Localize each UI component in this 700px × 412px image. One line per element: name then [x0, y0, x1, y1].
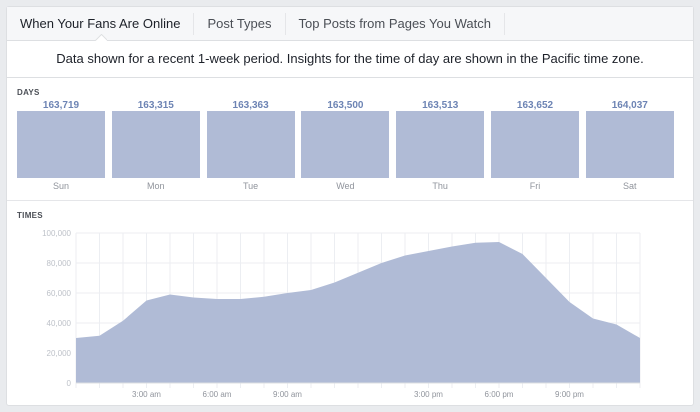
- day-wed[interactable]: 163,500 Wed: [301, 100, 390, 191]
- day-bar[interactable]: [396, 111, 485, 178]
- day-value: 163,513: [422, 100, 459, 111]
- day-bar[interactable]: [585, 111, 674, 178]
- day-label: Mon: [147, 181, 165, 191]
- day-label: Sat: [623, 181, 637, 191]
- x-tick-label: 6:00 am: [203, 390, 232, 399]
- fans-online-card: When Your Fans Are Online Post Types Top…: [6, 6, 694, 406]
- day-label: Wed: [336, 181, 355, 191]
- times-title: TIMES: [17, 211, 43, 220]
- day-tue[interactable]: 163,363 Tue: [206, 100, 295, 191]
- days-title: DAYS: [17, 88, 40, 97]
- day-bar[interactable]: [111, 111, 200, 178]
- y-tick-label: 20,000: [47, 349, 72, 358]
- active-tab-caret: [95, 34, 107, 41]
- x-tick-label: 9:00 pm: [555, 390, 584, 399]
- y-tick-label: 100,000: [42, 229, 71, 238]
- x-tick-label: 3:00 am: [132, 390, 161, 399]
- y-tick-label: 0: [67, 379, 72, 388]
- tab-bar: When Your Fans Are Online Post Types Top…: [7, 7, 693, 41]
- day-value: 163,719: [42, 100, 80, 111]
- y-tick-label: 80,000: [47, 259, 72, 268]
- day-label: Thu: [432, 181, 448, 191]
- tab-top-posts[interactable]: Top Posts from Pages You Watch: [286, 12, 505, 35]
- area-series: [76, 242, 640, 383]
- day-label: Fri: [529, 181, 541, 191]
- info-text: Data shown for a recent 1-week period. I…: [7, 41, 693, 78]
- day-bar[interactable]: [491, 111, 579, 178]
- times-section: TIMES 0 20,000 40,000 60,000 80,000 100,000 3:…: [7, 201, 693, 401]
- day-sun[interactable]: 163,719 Sun: [17, 100, 105, 191]
- day-bar[interactable]: [301, 111, 390, 178]
- day-bar[interactable]: [17, 111, 105, 178]
- x-tick-label: 3:00 pm: [414, 390, 443, 399]
- day-mon[interactable]: 163,315 Mon: [111, 100, 200, 191]
- day-sat[interactable]: 164,037 Sat: [585, 100, 674, 191]
- y-tick-label: 40,000: [47, 319, 72, 328]
- day-value: 163,500: [327, 100, 364, 111]
- tab-when-fans-online[interactable]: When Your Fans Are Online: [7, 12, 195, 35]
- x-tick-label: 6:00 pm: [485, 390, 514, 399]
- day-thu[interactable]: 163,513 Thu: [396, 100, 485, 191]
- day-fri[interactable]: 163,652 Fri: [491, 100, 579, 191]
- day-value: 163,652: [516, 100, 554, 111]
- day-value: 163,315: [137, 100, 174, 111]
- day-value: 163,363: [232, 100, 269, 111]
- day-bar[interactable]: [206, 111, 295, 178]
- tab-post-types[interactable]: Post Types: [194, 12, 286, 35]
- y-tick-label: 60,000: [47, 289, 72, 298]
- day-label: Tue: [243, 181, 259, 191]
- day-value: 164,037: [611, 100, 648, 111]
- day-label: Sun: [52, 181, 69, 191]
- days-section: DAYS 163,719 Sun 163,315 Mon 163,363 Tue 163,5…: [7, 78, 693, 201]
- x-tick-label: 9:00 am: [273, 390, 302, 399]
- times-chart: 0 20,000 40,000 60,000 80,000 100,000 3:00 am 6…: [42, 229, 641, 399]
